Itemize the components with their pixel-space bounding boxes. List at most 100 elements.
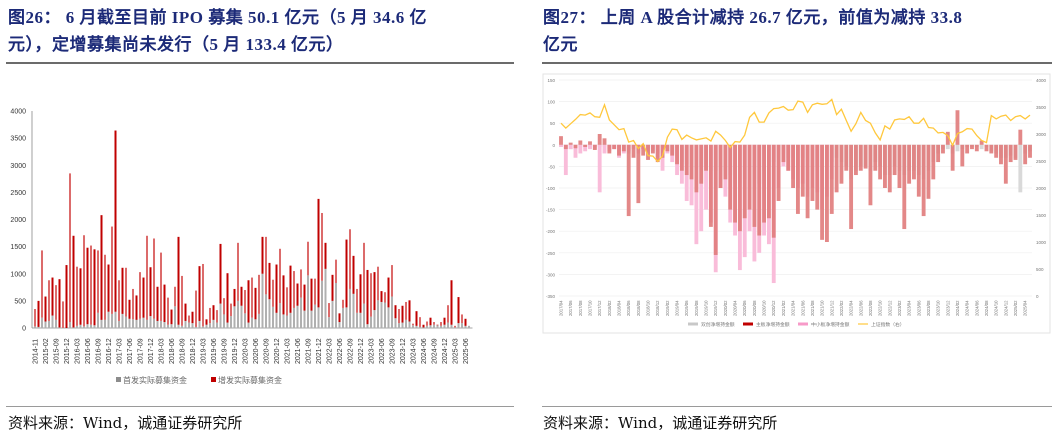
ipo-bar bbox=[153, 318, 155, 328]
seo-bar bbox=[443, 317, 446, 325]
ipo-bar bbox=[268, 299, 271, 328]
seo-bar bbox=[219, 243, 222, 304]
main-board-bar bbox=[805, 144, 810, 219]
ipo-bar bbox=[433, 324, 435, 328]
ipo-bar bbox=[310, 310, 313, 328]
seo-bar bbox=[265, 236, 267, 295]
main-board-bar bbox=[762, 144, 767, 223]
x-tick-label: 2018/06 bbox=[626, 300, 631, 316]
ipo-bar bbox=[118, 320, 120, 328]
ipo-bar bbox=[468, 325, 470, 328]
main-board-bar bbox=[950, 144, 955, 171]
x-tick-label: 2018-06 bbox=[169, 338, 176, 364]
seo-bar bbox=[384, 292, 386, 303]
x-tick-label: 2023/04 bbox=[907, 300, 912, 316]
seo-bar bbox=[212, 305, 215, 320]
ipo-bar bbox=[195, 326, 197, 328]
ipo-bar bbox=[419, 326, 421, 328]
ipo-bar bbox=[79, 324, 82, 328]
seo-bar bbox=[447, 305, 449, 323]
seo-bar bbox=[415, 311, 418, 326]
main-board-bar bbox=[824, 144, 829, 242]
ipo-bar bbox=[366, 324, 369, 328]
seo-bar bbox=[146, 235, 148, 320]
sme-board-bar bbox=[573, 144, 578, 158]
dual-innovation-bar bbox=[979, 144, 984, 150]
x-tick-label: 2023-09 bbox=[390, 338, 397, 364]
seo-bar bbox=[191, 311, 194, 324]
x-tick-label: 2023-06 bbox=[379, 338, 386, 364]
main-board-bar bbox=[984, 144, 989, 152]
x-tick-label: 2017/10 bbox=[588, 300, 593, 316]
seo-bar bbox=[69, 173, 71, 323]
seo-bar bbox=[300, 269, 302, 298]
ipo-bar bbox=[219, 303, 222, 328]
y-tick-label: -250 bbox=[546, 251, 556, 256]
ipo-bar bbox=[51, 315, 54, 328]
legend-swatch-ipo bbox=[116, 377, 121, 382]
x-tick-label: 2018-03 bbox=[159, 338, 166, 364]
seo-bar bbox=[412, 323, 414, 326]
seo-bar bbox=[195, 290, 197, 327]
x-tick-label: 2022/02 bbox=[839, 300, 844, 316]
ipo-bar bbox=[359, 312, 362, 328]
y-tick-label: 2500 bbox=[10, 190, 26, 197]
ipo-bar bbox=[317, 307, 320, 328]
x-tick-label: 2017-12 bbox=[148, 338, 155, 364]
legend-swatch-seo bbox=[211, 377, 216, 382]
main-board-bar bbox=[646, 144, 650, 160]
seo-bar bbox=[331, 274, 334, 301]
x-tick-label: 2020/06 bbox=[742, 300, 747, 316]
x-tick-label: 2017-09 bbox=[138, 338, 145, 364]
main-board-bar bbox=[829, 144, 834, 214]
x-tick-label: 2022-09 bbox=[348, 338, 355, 364]
main-board-bar bbox=[955, 110, 960, 145]
main-board-bar bbox=[592, 144, 597, 150]
ipo-bar bbox=[387, 307, 390, 328]
y2-tick-label: 2500 bbox=[1036, 159, 1047, 164]
legend-dual-innovation-swatch bbox=[688, 322, 698, 326]
main-board-bar bbox=[1018, 129, 1023, 145]
y2-tick-label: 3500 bbox=[1036, 105, 1047, 110]
main-board-bar bbox=[679, 144, 684, 171]
seo-bar bbox=[142, 277, 145, 318]
main-board-bar bbox=[689, 144, 694, 180]
ipo-bar bbox=[450, 324, 453, 328]
main-board-bar bbox=[1023, 144, 1028, 165]
ipo-bar bbox=[72, 327, 75, 328]
figure-27-title-line2: 亿元 bbox=[543, 35, 578, 54]
ipo-bar bbox=[156, 320, 159, 328]
x-tick-label: 2017/04 bbox=[559, 300, 564, 316]
main-board-bar bbox=[820, 144, 825, 240]
main-board-bar bbox=[781, 144, 786, 163]
x-tick-label: 2024-12 bbox=[442, 338, 449, 364]
seo-bar bbox=[338, 313, 341, 323]
ipo-bar bbox=[331, 300, 334, 328]
seo-bar bbox=[398, 309, 400, 324]
seo-bar bbox=[258, 274, 260, 314]
seo-bar bbox=[426, 321, 428, 326]
seo-bar bbox=[352, 255, 355, 294]
legend-label-ipo: 首发实际募集资金 bbox=[123, 375, 187, 385]
ipo-bar bbox=[300, 297, 302, 328]
x-tick-label: 2018/04 bbox=[617, 300, 622, 316]
y-tick-label: -150 bbox=[546, 208, 556, 213]
main-board-bar bbox=[607, 144, 612, 154]
ipo-bar bbox=[34, 326, 36, 328]
figure-26-title-line2: 元），定增募集尚未发行（5 月 133.4 亿元） bbox=[8, 35, 344, 54]
seo-bar bbox=[118, 280, 120, 321]
x-tick-label: 2024/10 bbox=[994, 300, 999, 316]
main-board-bar bbox=[747, 144, 752, 210]
sse-index-line bbox=[560, 98, 1031, 163]
ipo-bar bbox=[429, 325, 432, 328]
ipo-bar bbox=[170, 324, 173, 328]
x-tick-label: 2022-06 bbox=[337, 338, 344, 364]
main-board-bar bbox=[800, 144, 805, 197]
x-tick-label: 2020/10 bbox=[762, 300, 767, 316]
seo-bar bbox=[422, 324, 425, 328]
seo-bar bbox=[83, 235, 85, 327]
seo-bar bbox=[272, 279, 274, 307]
ipo-bar bbox=[370, 316, 372, 328]
x-tick-label: 2019/10 bbox=[704, 300, 709, 316]
